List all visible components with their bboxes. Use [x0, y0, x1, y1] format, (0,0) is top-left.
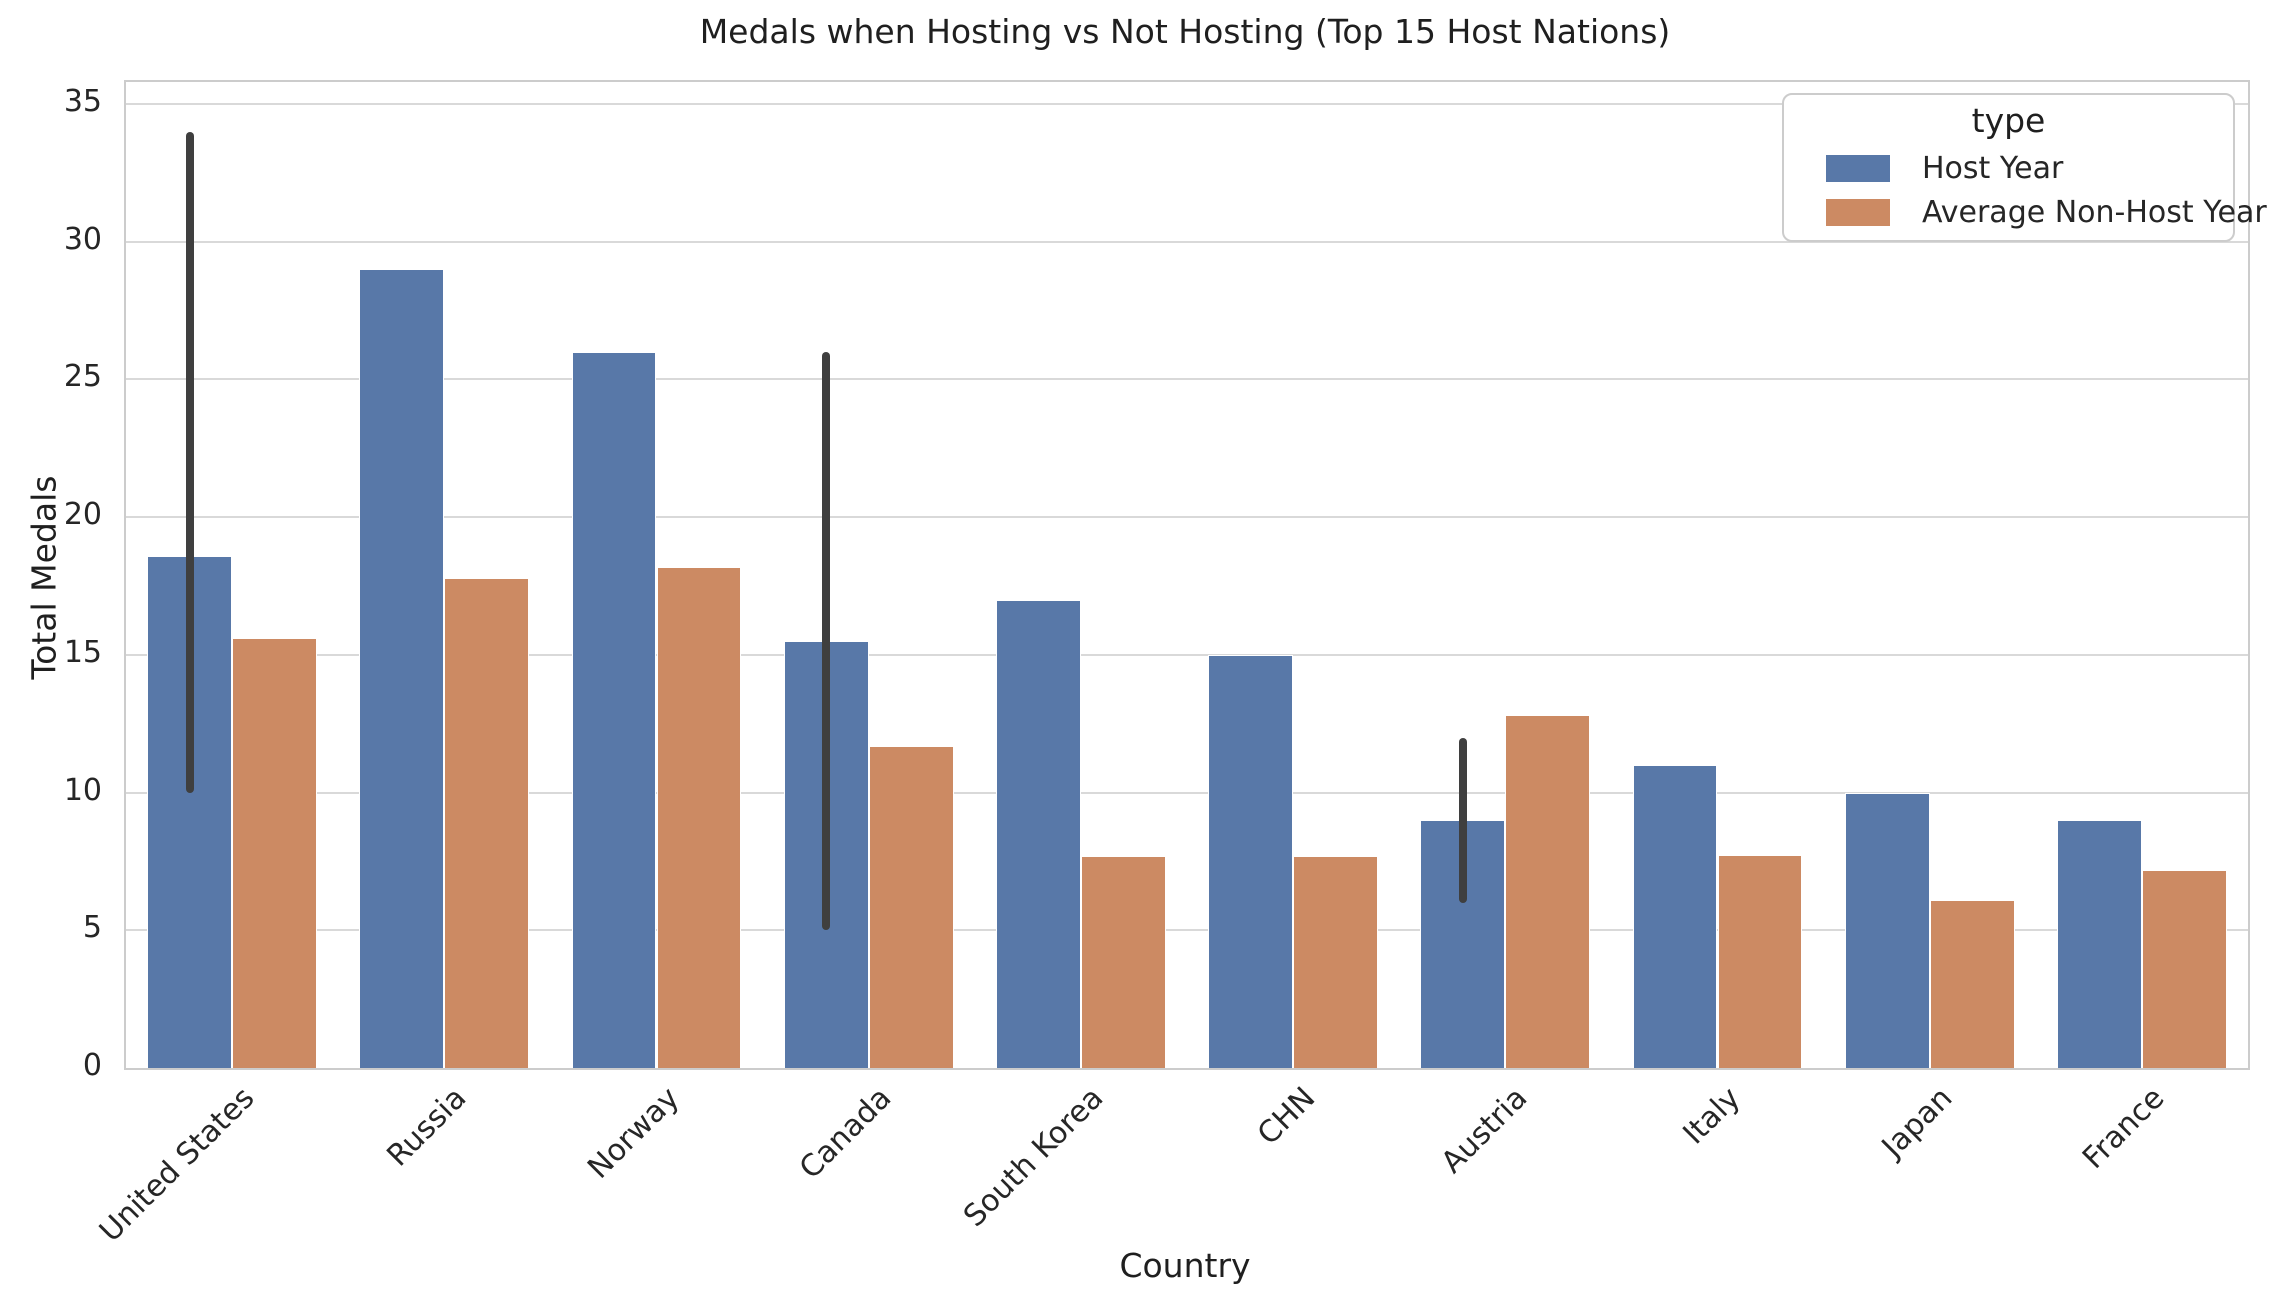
legend-title: type	[1971, 101, 2046, 140]
bar-host-year-chn	[1208, 654, 1294, 1068]
gridline-y-35	[126, 103, 2248, 106]
bar-host-year-south-korea	[996, 599, 1081, 1068]
legend-label: Average Non-Host Year	[1922, 194, 2267, 230]
y-tick-label-5: 5	[82, 910, 102, 946]
gridline-y-20	[126, 516, 2248, 519]
bar-host-year-japan	[1844, 792, 1930, 1068]
legend-entry-host-year: Host Year	[1796, 146, 2221, 190]
y-tick-label-0: 0	[82, 1048, 102, 1083]
legend-entry-average-non-host-year: Average Non-Host Year	[1796, 190, 2267, 234]
y-tick-label-20: 20	[63, 497, 102, 533]
bar-average-non-host-year-south-korea	[1080, 855, 1166, 1068]
bar-average-non-host-year-norway	[656, 566, 742, 1068]
error-bar-host-year-canada	[822, 351, 831, 931]
gridline-y-30	[126, 240, 2248, 243]
gridline-y-10	[126, 791, 2248, 794]
bar-average-non-host-year-canada	[868, 745, 954, 1068]
plot-area	[124, 80, 2250, 1070]
x-axis-label: Country	[1119, 1246, 1251, 1285]
bar-average-non-host-year-japan	[1929, 900, 2015, 1068]
y-tick-label-25: 25	[63, 359, 102, 395]
bar-average-non-host-year-france	[2141, 869, 2227, 1068]
y-tick-label-15: 15	[63, 634, 102, 670]
bar-average-non-host-year-russia	[444, 577, 530, 1068]
bar-average-non-host-year-chn	[1293, 855, 1378, 1068]
bar-host-year-russia	[359, 269, 445, 1068]
legend-label: Host Year	[1922, 150, 2064, 186]
chart-title: Medals when Hosting vs Not Hosting (Top …	[699, 12, 1671, 51]
legend-swatch-average-non-host-year	[1826, 198, 1890, 226]
error-bar-host-year-united-states	[185, 131, 194, 793]
bar-host-year-norway	[571, 351, 657, 1068]
legend: type Host Year Average Non-Host Year	[1782, 93, 2267, 242]
error-bar-host-year-austria	[1458, 737, 1467, 903]
bar-average-non-host-year-italy	[1717, 854, 1803, 1068]
gridline-y-15	[126, 653, 2248, 656]
y-tick-label-10: 10	[63, 772, 102, 808]
legend-swatch-host-year	[1826, 154, 1890, 182]
bar-host-year-italy	[1632, 765, 1718, 1068]
y-tick-label-35: 35	[63, 84, 102, 120]
bar-average-non-host-year-austria	[1505, 715, 1591, 1068]
gridline-y-25	[126, 378, 2248, 381]
bar-average-non-host-year-united-states	[232, 638, 317, 1068]
y-tick-label-30: 30	[63, 221, 102, 257]
gridline-y-5	[126, 929, 2248, 932]
bar-host-year-france	[2057, 820, 2142, 1068]
